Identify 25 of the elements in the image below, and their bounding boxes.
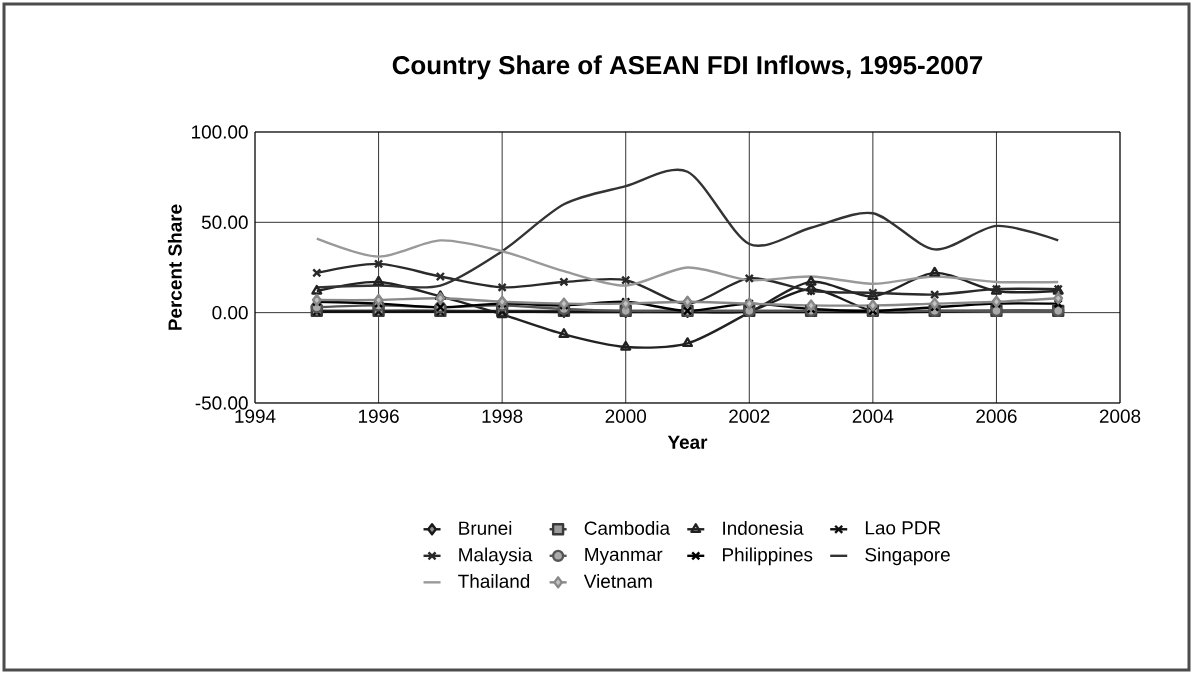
legend-label: Cambodia	[584, 520, 671, 535]
legend-label: Myanmar	[585, 547, 663, 565]
x-tick-label: 1996	[358, 409, 399, 423]
legend-label: Philippines	[723, 547, 813, 566]
y-axis-title: Percent Share	[167, 204, 182, 330]
legend-label: Thailand	[458, 574, 530, 588]
x-tick-label: 2004	[852, 409, 894, 423]
y-tick-label: 100.00	[192, 125, 248, 139]
x-tick-label: 2000	[605, 409, 647, 423]
legend-label: Brunei	[459, 520, 512, 535]
legend-label: Vietnam	[583, 574, 652, 588]
y-tick-label: 0.00	[212, 305, 248, 320]
legend-label: Indonesia	[723, 520, 804, 535]
chart-title: Country Share of ASEAN FDI Inflows, 1995-2007	[392, 55, 983, 80]
x-tick-label: 2006	[976, 409, 1017, 423]
legend-label: Lao PDR	[865, 521, 941, 535]
legend-label: Singapore	[865, 547, 950, 566]
x-tick-label: 1994	[235, 409, 276, 423]
y-tick-label: -50.00	[195, 396, 248, 410]
legend-label: Malaysia	[459, 547, 533, 566]
y-tick-label: 50.00	[201, 215, 248, 230]
x-tick-label: 1998	[482, 409, 523, 423]
x-tick-label: 2008	[1099, 409, 1141, 423]
x-axis-title: Year	[667, 435, 708, 449]
x-tick-label: 2002	[729, 409, 770, 423]
